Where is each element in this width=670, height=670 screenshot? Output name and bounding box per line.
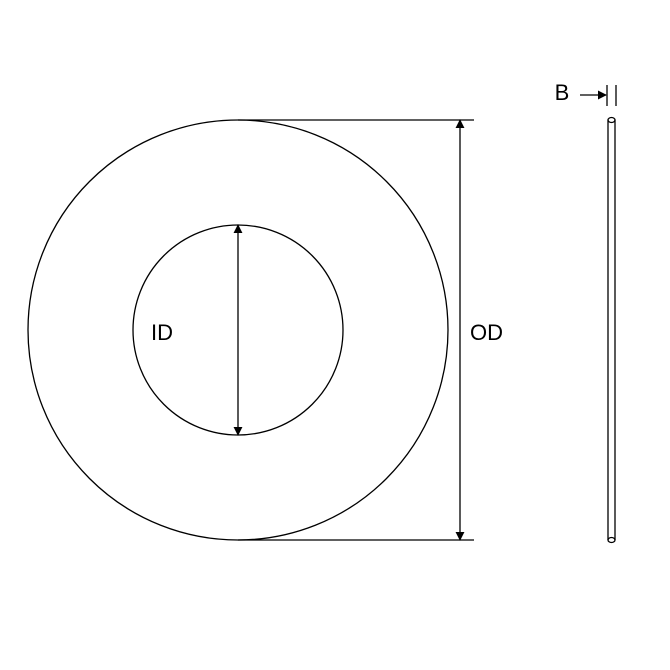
od-label: OD — [470, 320, 503, 345]
washer-diagram: ID OD B — [0, 0, 670, 670]
washer-edge-view — [608, 118, 615, 543]
b-label: B — [555, 80, 570, 105]
id-label: ID — [151, 320, 173, 345]
